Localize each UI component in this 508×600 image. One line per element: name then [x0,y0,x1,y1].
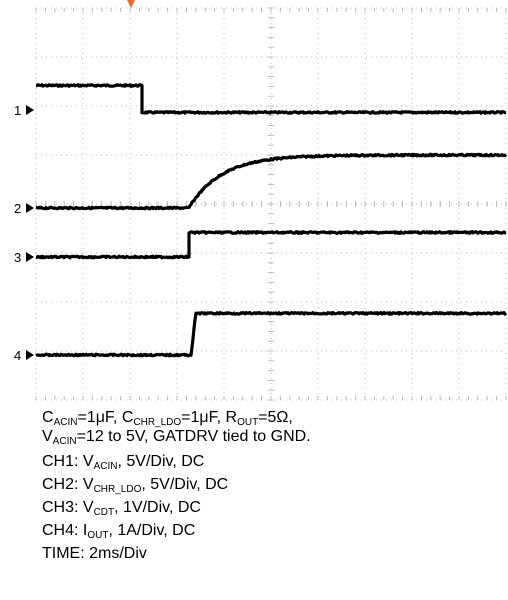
subscript: ACIN [53,417,78,428]
subscript: ACIN [52,436,77,447]
trace-ch1 [35,83,507,115]
trace-ch4 [35,311,508,358]
subscript: CHR_LDO [133,417,182,428]
oscilloscope-plot: 1 2 3 4 [14,0,508,401]
subscript: OUT [87,530,109,541]
channel-marker-arrow-2 [26,203,34,213]
subscript: OUT [237,417,259,428]
conditions-line-2: VACIN=12 to 5V, GATDRV tied to GND. [42,428,311,447]
traces [35,83,508,358]
channel-marker-arrow-1 [26,105,34,115]
figure-caption: CACIN=1μF, CCHR_LDO=1μF, ROUT=5Ω, VACIN=… [42,408,311,567]
channel-marker-label-1: 1 [14,103,21,118]
test-conditions: CACIN=1μF, CCHR_LDO=1μF, ROUT=5Ω, VACIN=… [42,408,311,447]
time-base-label: TIME: 2ms/Div [42,545,147,562]
trace-ch2 [35,152,508,211]
subscript: CDT [93,507,115,518]
trigger-marker [127,0,135,8]
ch4-label: CH4: IOUT, 1A/Div, DC [42,522,196,541]
subscript: CHR_LDO [93,484,142,495]
ch1-label: CH1: VACIN, 5V/Div, DC [42,453,205,472]
channel-marker-label-2: 2 [14,201,21,216]
channel-marker-arrow-4 [26,350,34,360]
channel-markers: 1 2 3 4 [14,103,34,363]
ch3-label: CH3: VCDT, 1V/Div, DC [42,499,201,518]
trace-ch3 [35,230,507,260]
subscript: ACIN [93,461,118,472]
channel-marker-label-3: 3 [14,250,21,265]
conditions-line-1: CACIN=1μF, CCHR_LDO=1μF, ROUT=5Ω, [42,409,293,428]
graticule [35,7,507,401]
channel-marker-label-4: 4 [14,348,21,363]
channel-legend: CH1: VACIN, 5V/Div, DC CH2: VCHR_LDO, 5V… [42,452,311,563]
ch2-label: CH2: VCHR_LDO, 5V/Div, DC [42,476,229,495]
channel-marker-arrow-3 [26,252,34,262]
